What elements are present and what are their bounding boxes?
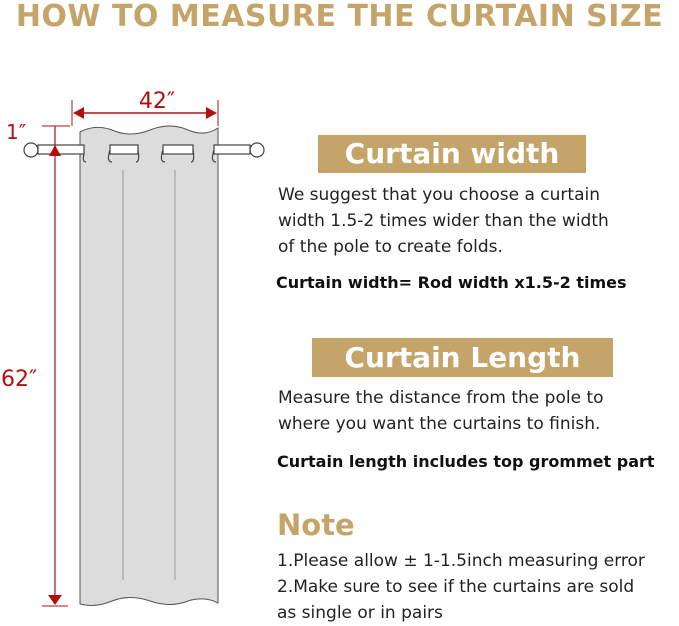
- grommets: [82, 149, 217, 163]
- text-line: Measure the distance from the pole to: [278, 388, 604, 408]
- text-line: of the pole to create folds.: [278, 237, 503, 257]
- note-item: 2.Make sure to see if the curtains are s…: [277, 577, 635, 597]
- page-title: HOW TO MEASURE THE CURTAIN SIZE: [15, 0, 664, 34]
- curtain-width-formula: Curtain width= Rod width x1.5-2 times: [276, 273, 627, 292]
- text-line: where you want the curtains to finish.: [278, 414, 601, 434]
- text-line: width 1.5-2 times wider than the width: [278, 211, 609, 231]
- note-list: 1.Please allow ± 1-1.5inch measuring err…: [277, 548, 645, 626]
- top-offset-label: 1″: [6, 120, 26, 144]
- note-item: 1.Please allow ± 1-1.5inch measuring err…: [277, 551, 645, 571]
- length-dimension: [42, 125, 70, 607]
- curtain-width-description: We suggest that you choose a curtain wid…: [278, 182, 609, 260]
- note-heading: Note: [277, 508, 355, 542]
- length-label: 62″: [1, 367, 37, 392]
- width-dimension: [71, 100, 219, 126]
- note-item: as single or in pairs: [277, 603, 443, 623]
- curtain-length-formula: Curtain length includes top grommet part: [277, 452, 655, 471]
- curtain-length-description: Measure the distance from the pole to wh…: [278, 385, 604, 437]
- curtain-rod: [23, 142, 265, 158]
- width-label: 42″: [139, 89, 175, 114]
- text-line: We suggest that you choose a curtain: [278, 185, 600, 205]
- curtain-panel: [79, 125, 219, 606]
- curtain-width-heading: Curtain width: [318, 135, 586, 173]
- curtain-length-heading: Curtain Length: [312, 338, 613, 377]
